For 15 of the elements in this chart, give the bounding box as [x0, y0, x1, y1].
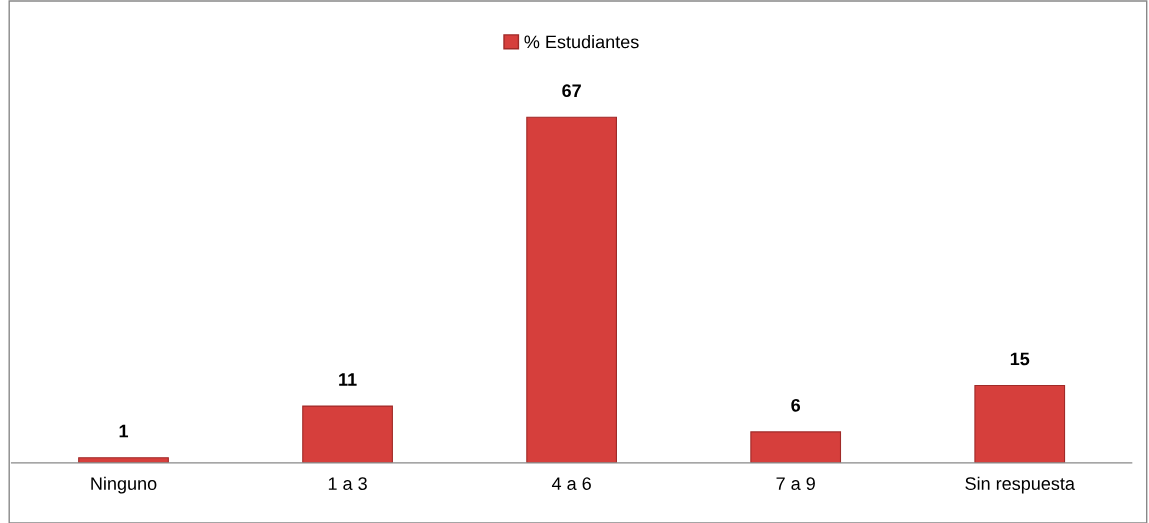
x-tick-label: 4 a 6: [551, 477, 591, 491]
bar: [974, 384, 1066, 463]
x-tick-label: 1 a 3: [328, 477, 367, 491]
bar: [526, 116, 617, 463]
x-tick-label: Sin respuesta: [965, 476, 1075, 494]
bar: [750, 431, 842, 463]
data-label: 6: [791, 398, 801, 412]
data-label: 15: [1010, 352, 1030, 366]
data-label: 1: [119, 424, 129, 438]
bar: [302, 405, 393, 463]
data-label: 11: [339, 373, 357, 386]
data-label: 67: [562, 84, 581, 98]
x-tick-label: Ninguno: [91, 476, 157, 494]
legend-label: % Estudiantes: [524, 35, 639, 49]
x-tick-label: 7 a 9: [776, 477, 815, 491]
